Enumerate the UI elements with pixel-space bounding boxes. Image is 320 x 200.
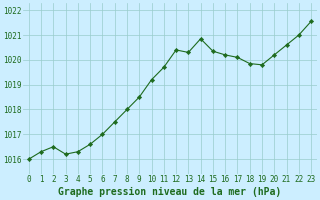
X-axis label: Graphe pression niveau de la mer (hPa): Graphe pression niveau de la mer (hPa) [58, 187, 282, 197]
